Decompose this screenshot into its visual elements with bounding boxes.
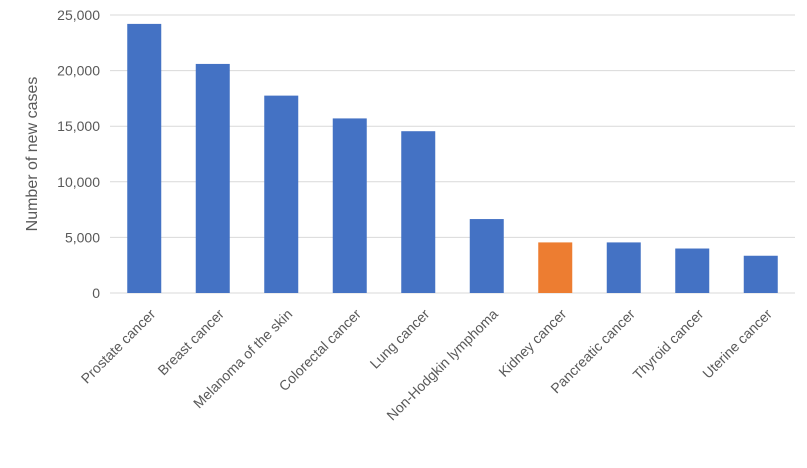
y-tick-label: 0 — [92, 285, 100, 301]
category-label: Non-Hodgkin lymphoma — [383, 306, 501, 424]
y-tick-label: 10,000 — [57, 174, 100, 190]
y-tick-labels: 0 5,000 10,000 15,000 20,000 25,000 — [57, 7, 100, 301]
category-label: Thyroid cancer — [630, 306, 707, 383]
category-label: Lung cancer — [367, 306, 433, 372]
category-label: Kidney cancer — [495, 306, 569, 380]
category-label: Uterine cancer — [699, 306, 775, 382]
bar — [675, 248, 710, 293]
y-axis-title: Number of new cases — [24, 77, 41, 232]
y-tick-label: 20,000 — [57, 63, 100, 79]
y-tick-label: 5,000 — [65, 229, 100, 245]
y-tick-label: 15,000 — [57, 118, 100, 134]
bar — [332, 118, 367, 293]
bar — [743, 255, 778, 293]
y-tick-label: 25,000 — [57, 7, 100, 23]
bar — [469, 219, 504, 293]
bar — [127, 23, 162, 294]
bar — [538, 242, 573, 293]
bar — [264, 95, 299, 294]
bars — [127, 23, 778, 294]
category-label: Prostate cancer — [78, 306, 159, 387]
category-label: Breast cancer — [154, 306, 227, 379]
bar — [401, 131, 436, 293]
bar — [606, 242, 641, 293]
bar — [195, 63, 230, 293]
